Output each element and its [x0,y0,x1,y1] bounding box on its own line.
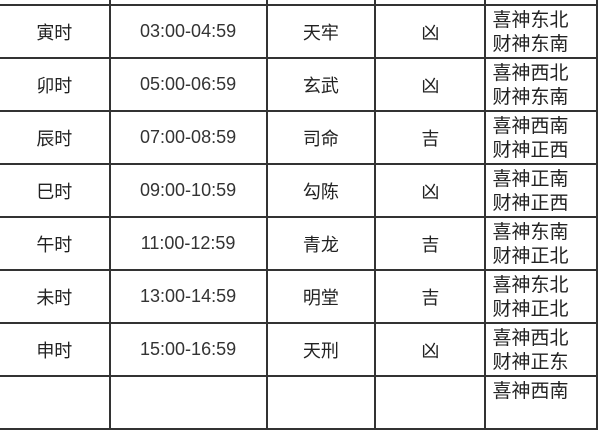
table-row-partial-bottom: 喜神西南 [0,375,598,430]
hour-cell [0,0,111,6]
joy-god-direction: 喜神东北 [492,273,569,296]
time-cell [108,0,268,6]
joy-god-direction: 喜神西南 [492,114,569,137]
hour-cell: 午时 [0,216,111,271]
wealth-god-direction: 财神正北 [492,244,569,267]
luck-cell: 凶 [374,163,487,218]
directions-cell: 喜神正南 财神正西 [484,163,598,218]
hour-cell: 巳时 [0,163,111,218]
luck-cell: 吉 [374,269,487,324]
time-cell: 07:00-08:59 [108,110,268,165]
luck-cell [374,0,487,6]
luck-cell [374,375,487,430]
wealth-god-direction: 财神正东 [492,350,569,373]
directions-cell: 喜神东北 财神东南 [484,4,598,59]
star-cell: 天刑 [265,322,377,377]
directions-cell: 财神正南 [484,0,598,6]
table-row-partial-top: 财神正南 [0,0,598,6]
hour-cell [0,375,111,430]
hour-cell: 辰时 [0,110,111,165]
wealth-god-direction: 财神正南 [492,0,595,3]
luck-cell: 凶 [374,322,487,377]
directions-cell: 喜神西北 财神东南 [484,57,598,112]
directions-cell: 喜神西南 财神正西 [484,110,598,165]
star-cell: 司命 [265,110,377,165]
star-cell: 青龙 [265,216,377,271]
star-cell: 玄武 [265,57,377,112]
table-row: 卯时 05:00-06:59 玄武凶喜神西北 财神东南 [0,57,598,112]
luck-cell: 凶 [374,57,487,112]
table-row: 辰时 07:00-08:59 司命吉喜神西南 财神正西 [0,110,598,165]
directions-cell: 喜神西南 [484,375,598,430]
directions-cell: 喜神东北 财神正北 [484,269,598,324]
hour-cell: 寅时 [0,4,111,59]
joy-god-direction: 喜神西北 [492,326,569,349]
joy-god-direction: 喜神西南 [492,379,569,402]
luck-cell: 凶 [374,4,487,59]
directions-cell: 喜神东南 财神正北 [484,216,598,271]
wealth-god-direction: 财神正北 [492,297,569,320]
wealth-god-direction: 财神正西 [492,191,569,214]
time-cell [108,375,268,430]
time-cell: 03:00-04:59 [108,4,268,59]
hour-cell: 未时 [0,269,111,324]
table-row: 巳时 09:00-10:59 勾陈凶喜神正南 财神正西 [0,163,598,218]
time-cell: 09:00-10:59 [108,163,268,218]
hour-cell: 申时 [0,322,111,377]
time-cell: 11:00-12:59 [108,216,268,271]
wealth-god-direction: 财神东南 [492,32,569,55]
wealth-god-direction: 财神正西 [492,138,569,161]
table-row: 寅时 03:00-04:59 天牢凶喜神东北 财神东南 [0,4,598,59]
time-cell: 15:00-16:59 [108,322,268,377]
joy-god-direction: 喜神西北 [492,61,569,84]
table-row: 午时 11:00-12:59 青龙吉喜神东南 财神正北 [0,216,598,271]
joy-god-direction: 喜神东南 [492,220,569,243]
joy-god-direction: 喜神正南 [492,167,569,190]
hour-cell: 卯时 [0,57,111,112]
wealth-god-direction: 财神东南 [492,85,569,108]
wealth-god-direction [492,403,595,427]
star-cell: 勾陈 [265,163,377,218]
luck-cell: 吉 [374,216,487,271]
star-cell [265,0,377,6]
star-cell [265,375,377,430]
star-cell: 明堂 [265,269,377,324]
time-cell: 05:00-06:59 [108,57,268,112]
directions-cell: 喜神西北 财神正东 [484,322,598,377]
table-row: 未时 13:00-14:59 明堂吉喜神东北 财神正北 [0,269,598,324]
time-cell: 13:00-14:59 [108,269,268,324]
star-cell: 天牢 [265,4,377,59]
joy-god-direction: 喜神东北 [492,8,569,31]
table-row: 申时 15:00-16:59 天刑凶喜神西北 财神正东 [0,322,598,377]
luck-cell: 吉 [374,110,487,165]
